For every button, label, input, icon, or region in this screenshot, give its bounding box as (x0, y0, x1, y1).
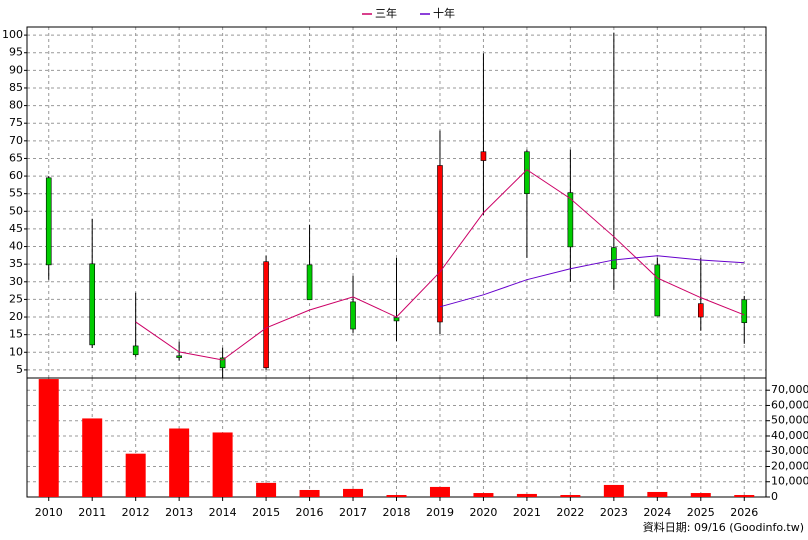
y-tick-label: 60 (9, 169, 23, 182)
x-tick-label: 2021 (513, 506, 541, 519)
line-series (135, 169, 745, 361)
candle-body (480, 151, 487, 161)
candle-body (611, 247, 617, 270)
candle-body (741, 299, 748, 323)
bar (429, 486, 450, 497)
y-tick-label: 85 (9, 81, 23, 94)
candle-body (697, 303, 704, 318)
y-tick-label: 50,000 (771, 414, 808, 427)
x-tick-label: 2019 (426, 506, 454, 519)
line-series (439, 255, 745, 308)
y-tick-label: 45 (9, 222, 23, 235)
candle-body (524, 151, 530, 194)
y-tick-label: 70,000 (771, 383, 808, 396)
x-tick-label: 2014 (209, 506, 237, 519)
legend-label: 三年 (375, 6, 397, 20)
y-tick-label: 80 (9, 99, 23, 112)
x-tick-label: 2022 (556, 506, 584, 519)
y-tick-label: 95 (9, 46, 23, 59)
x-tick-label: 2010 (35, 506, 63, 519)
y-tick-label: 100 (2, 28, 23, 41)
x-tick-label: 2017 (339, 506, 367, 519)
candle-body (306, 264, 313, 301)
x-tick-label: 2020 (469, 506, 497, 519)
y-tick-label: 50 (9, 204, 23, 217)
y-tick-label: 15 (9, 328, 23, 341)
x-tick-label: 2013 (165, 506, 193, 519)
bar (299, 489, 320, 497)
candle-body (263, 261, 269, 369)
footer: 資料日期: 09/16 (Goodinfo.tw) (643, 520, 804, 534)
bar (734, 495, 755, 497)
y-tick-label: 0 (771, 490, 778, 503)
x-tick-label: 2016 (296, 506, 324, 519)
x-tick-label: 2024 (643, 506, 671, 519)
bar (82, 418, 103, 497)
y-tick-label: 10,000 (771, 475, 808, 488)
y-tick-label: 90 (9, 63, 23, 76)
bar (125, 453, 146, 497)
x-tick-label: 2011 (78, 506, 106, 519)
y-tick-label: 55 (9, 187, 23, 200)
candle-body (176, 355, 182, 358)
x-tick-label: 2026 (730, 506, 758, 519)
candle-body (350, 301, 356, 330)
bar (386, 495, 407, 497)
x-tick-label: 2012 (122, 506, 150, 519)
candle-body (45, 177, 52, 266)
x-tick-label: 2023 (600, 506, 628, 519)
y-tick-label: 5 (16, 363, 23, 376)
candle-body (567, 192, 574, 248)
y-tick-label: 30 (9, 275, 23, 288)
bar (256, 482, 277, 497)
x-tick-label: 2018 (383, 506, 411, 519)
y-tick-label: 20,000 (771, 459, 808, 472)
bar (516, 493, 537, 497)
bar (38, 379, 59, 497)
candle-body (393, 317, 400, 322)
y-tick-label: 30,000 (771, 444, 808, 457)
y-tick-label: 25 (9, 292, 23, 305)
y-tick-label: 20 (9, 310, 23, 323)
bar (603, 484, 624, 497)
candle-body (654, 264, 661, 317)
candle-body (132, 345, 139, 356)
bar (343, 488, 364, 497)
y-tick-label: 60,000 (771, 398, 808, 411)
y-tick-label: 75 (9, 116, 23, 129)
candle-body (89, 263, 96, 346)
y-tick-label: 10 (9, 345, 23, 358)
y-tick-label: 65 (9, 151, 23, 164)
bar (690, 493, 711, 497)
candle-body (219, 357, 226, 369)
bar (647, 491, 668, 497)
y-tick-label: 40,000 (771, 429, 808, 442)
y-tick-label: 35 (9, 257, 23, 270)
bar (473, 493, 494, 497)
bar (169, 428, 190, 497)
y-tick-label: 40 (9, 240, 23, 253)
bar (212, 432, 233, 497)
legend-label: 十年 (433, 6, 455, 20)
bar (560, 495, 581, 497)
x-tick-label: 2025 (687, 506, 715, 519)
x-tick-label: 2015 (252, 506, 280, 519)
y-tick-label: 70 (9, 134, 23, 147)
candle-body (437, 165, 443, 323)
